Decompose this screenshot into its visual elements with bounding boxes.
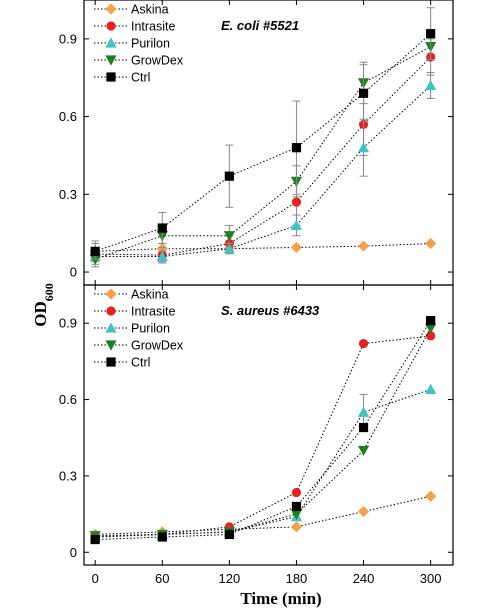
legend-marker — [105, 288, 117, 300]
data-point — [425, 490, 437, 502]
data-point — [156, 250, 168, 262]
data-point — [290, 219, 303, 231]
data-point — [425, 237, 437, 250]
y-axis-title-subscript: 600 — [42, 283, 56, 301]
legend-label: Askina — [131, 3, 169, 17]
x-tick-label: 180 — [286, 571, 308, 586]
series-askina — [89, 490, 437, 541]
data-point — [290, 521, 303, 533]
y-tick-label: 0.9 — [59, 316, 77, 331]
legend-marker — [105, 37, 117, 48]
data-point — [291, 197, 302, 207]
y-axis-title: OD600 — [31, 283, 56, 327]
data-point — [291, 487, 302, 498]
series-line — [95, 335, 431, 538]
data-point — [224, 171, 234, 181]
data-point — [425, 79, 437, 91]
series-askina — [89, 237, 437, 257]
y-tick-label: 0.3 — [59, 468, 77, 483]
data-point — [223, 243, 235, 254]
legend-label: Ctrl — [131, 71, 150, 85]
legend-label: Ctrl — [131, 356, 150, 370]
legend-label: Askina — [131, 288, 169, 302]
data-point — [357, 142, 370, 153]
legend-label: GrowDex — [131, 339, 184, 353]
legend-label: Intrasite — [131, 20, 176, 34]
series-ctrl — [90, 7, 436, 260]
data-point — [357, 505, 370, 518]
data-point — [224, 529, 234, 540]
data-point — [357, 445, 370, 457]
ecoli-panel: 0 0.3 0.6 0.9 Askina Intrasite Purilon GrowDex C… — [59, 0, 454, 286]
y-tick-label: 0.3 — [59, 187, 77, 202]
x-tick-label: 300 — [420, 571, 442, 586]
x-tick-label: 120 — [219, 571, 241, 586]
legend-label: Intrasite — [131, 305, 176, 319]
x-tick-label: 0 — [92, 571, 99, 586]
x-tick-label: 60 — [155, 571, 169, 586]
series-line — [95, 243, 431, 252]
data-point — [291, 143, 302, 153]
data-point — [290, 509, 303, 520]
legend-marker — [106, 306, 116, 316]
series-line — [95, 495, 431, 535]
series-line — [95, 388, 431, 538]
data-point — [357, 240, 370, 252]
series-line — [95, 85, 431, 257]
data-point — [290, 241, 303, 254]
data-point — [425, 323, 437, 334]
y-tick-label: 0.6 — [59, 392, 77, 407]
legend-marker — [105, 3, 117, 15]
data-point — [426, 331, 436, 341]
y-tick-label: 0.9 — [59, 31, 77, 46]
x-axis-title: Time (min) — [240, 589, 321, 608]
series-line — [95, 328, 432, 537]
legend-marker — [105, 55, 117, 66]
y-tick-label: 0.6 — [59, 109, 77, 124]
y-tick-label: 0 — [70, 545, 77, 560]
series-purilon — [89, 383, 437, 542]
plot-frame — [83, 284, 454, 566]
data-point — [90, 246, 100, 256]
legend-marker — [105, 340, 117, 351]
data-point — [90, 534, 100, 545]
series-ctrl — [90, 316, 436, 545]
legend-marker — [105, 322, 117, 333]
legend-label: GrowDex — [131, 54, 184, 68]
data-point — [291, 501, 302, 512]
y-axis-title-main: OD — [31, 301, 50, 327]
data-point — [157, 532, 167, 542]
series-line — [95, 56, 431, 256]
panel-title: S. aureus #6433 — [221, 303, 320, 318]
y-tick-label: 0 — [70, 265, 77, 280]
series-growdex — [89, 33, 437, 265]
data-point — [157, 223, 167, 233]
data-point — [426, 316, 436, 326]
data-point — [425, 383, 437, 394]
series-purilon — [89, 72, 437, 263]
data-point — [358, 88, 369, 98]
panel-title: E. coli #5521 — [221, 18, 299, 33]
saureus-panel: 0 0.3 0.6 0.9 0 60 120 180 240 300 Askina Intrasite… — [59, 284, 454, 586]
legend-label: Purilon — [131, 322, 170, 336]
legend-label: Purilon — [131, 37, 170, 51]
legend-marker — [106, 72, 116, 82]
legend-marker — [106, 357, 116, 367]
data-point — [223, 231, 235, 242]
series-line — [95, 33, 431, 252]
legend: Askina Intrasite Purilon GrowDex Ctrl — [94, 3, 184, 85]
legend-marker — [106, 21, 116, 31]
data-point — [358, 422, 369, 433]
x-tick-label: 240 — [353, 571, 375, 586]
legend: Askina Intrasite Purilon GrowDex Ctrl — [94, 288, 184, 370]
data-point — [357, 406, 370, 417]
series-line — [95, 320, 432, 541]
data-point — [358, 338, 369, 349]
data-point — [426, 29, 436, 39]
